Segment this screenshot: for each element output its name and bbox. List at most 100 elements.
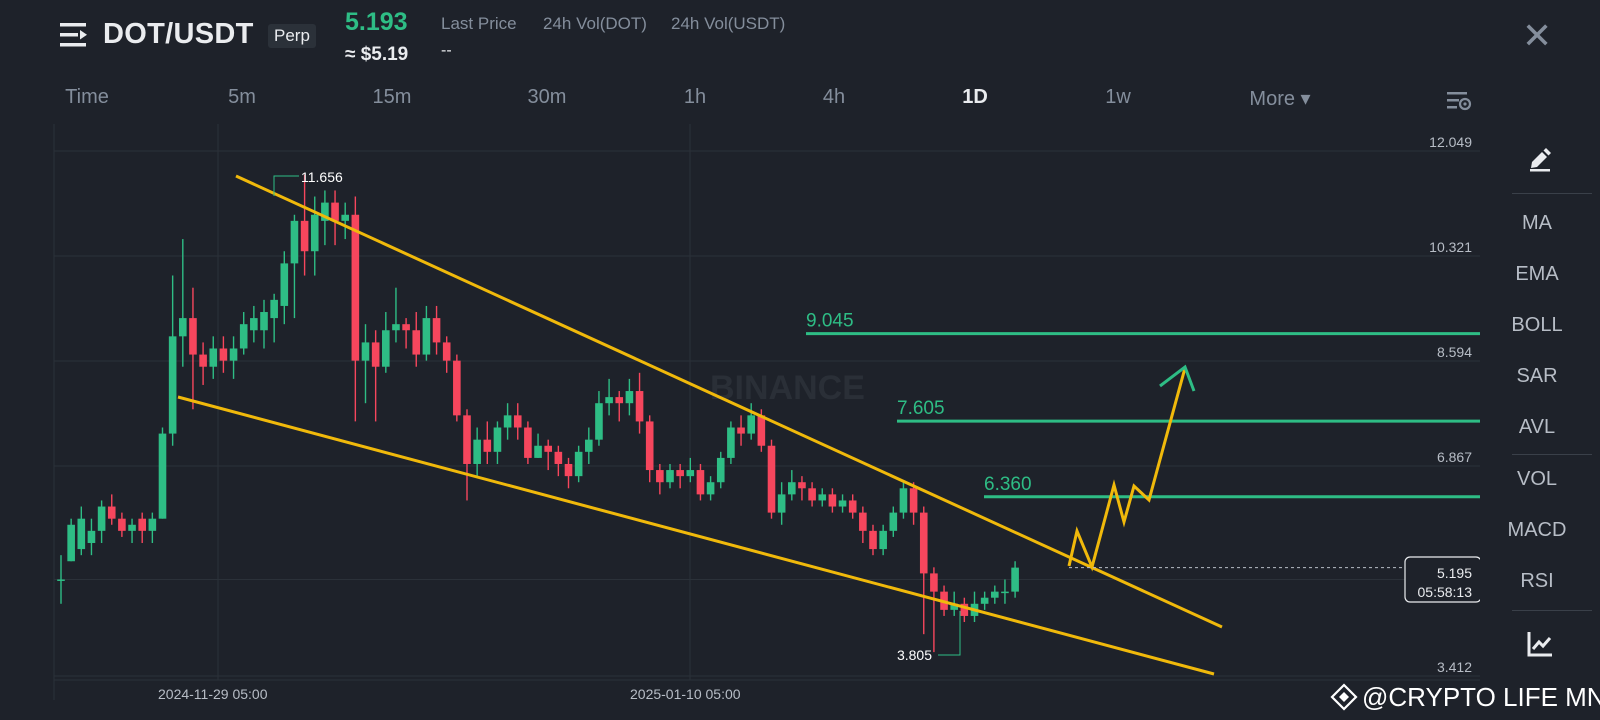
- tab-time[interactable]: Time: [65, 86, 109, 108]
- candle-body: [412, 330, 421, 355]
- candle-body: [635, 391, 644, 422]
- close-icon[interactable]: ✕: [1522, 15, 1553, 56]
- candle-body: [382, 330, 390, 367]
- current-price-label: 5.195: [1437, 565, 1472, 581]
- sidebar-item-avl[interactable]: AVL: [1518, 416, 1556, 438]
- low-marker: [938, 611, 961, 656]
- candle-body: [930, 573, 938, 592]
- candle-body: [239, 324, 248, 349]
- lower-trendline: [177, 395, 1215, 676]
- tab-1d[interactable]: 1D: [962, 86, 988, 108]
- interval-tabs: Time 5m 15m 30m 1h 4h 1D 1w More ▾: [0, 86, 1480, 116]
- candle-body: [686, 470, 695, 477]
- candle-body: [189, 318, 197, 355]
- tab-4h[interactable]: 4h: [822, 86, 846, 108]
- sidebar-item-rsi[interactable]: RSI: [1520, 570, 1554, 592]
- candle-body: [798, 482, 806, 489]
- tab-15m[interactable]: 15m: [372, 86, 412, 108]
- tab-1h[interactable]: 1h: [683, 86, 707, 108]
- candle-body: [402, 324, 410, 331]
- price-tick-label: 10.321: [1429, 239, 1472, 255]
- candle-body: [534, 445, 542, 458]
- candle-body: [331, 202, 339, 221]
- candle-body: [656, 470, 664, 483]
- candle-body: [991, 591, 999, 598]
- high-marker: [273, 175, 299, 196]
- sidebar-item-boll[interactable]: BOLL: [1511, 314, 1563, 336]
- level-label: 6.360: [984, 474, 1032, 495]
- candle-body: [645, 421, 654, 471]
- chart-watermark: BINANCE: [710, 369, 865, 407]
- sidebar-item-macd[interactable]: MACD: [1507, 519, 1567, 541]
- tab-1w[interactable]: 1w: [1105, 86, 1131, 108]
- candle-body: [442, 342, 451, 361]
- candle-body: [432, 318, 441, 343]
- level-label: 7.605: [897, 398, 945, 419]
- candle-body: [179, 318, 187, 337]
- chart-annotations: 11.656 3.805 5.195 05:58:13: [273, 169, 1480, 663]
- chart-type-icon[interactable]: [1526, 630, 1554, 658]
- candle-body: [473, 439, 481, 464]
- tab-more[interactable]: More ▾: [1249, 88, 1311, 110]
- candle-body: [879, 530, 887, 550]
- candle-body: [77, 518, 86, 550]
- candle-body: [392, 324, 400, 331]
- level-label: 9.045: [806, 311, 854, 332]
- stat-label-last-price: Last Price: [441, 14, 517, 33]
- candle-body: [148, 518, 157, 531]
- indicator-sidebar: MA EMA BOLL SAR AVL VOL MACD RSI: [1482, 140, 1592, 680]
- sidebar-item-ema[interactable]: EMA: [1515, 263, 1559, 285]
- chart-settings-icon[interactable]: [1446, 90, 1472, 112]
- candle-body: [219, 348, 228, 361]
- candlestick-series: [57, 174, 1019, 653]
- price-chart[interactable]: BINANCE 12.049 10.321 8.594 6.867 3.412 9.04…: [0, 0, 1480, 720]
- draw-pencil-icon[interactable]: [1526, 144, 1554, 172]
- sidebar-item-vol[interactable]: VOL: [1516, 468, 1558, 490]
- candle-body: [960, 603, 969, 616]
- time-label-1: 2025-01-10 05:00: [630, 686, 741, 702]
- chart-grid: [53, 124, 1480, 700]
- candle-body: [371, 342, 380, 367]
- candle-body: [788, 482, 796, 495]
- candle-body: [524, 427, 532, 458]
- candle-body: [544, 445, 552, 452]
- candle-body: [869, 530, 877, 550]
- candle-body: [696, 470, 705, 495]
- candle-body: [321, 202, 329, 221]
- candle-body: [747, 415, 755, 434]
- candle-body: [564, 463, 573, 477]
- candle-body: [57, 579, 65, 581]
- stat-value: --: [441, 42, 452, 59]
- tab-30m[interactable]: 30m: [527, 86, 567, 108]
- contract-badge: Perp: [268, 24, 316, 48]
- candle-body: [767, 445, 776, 513]
- low-label: 3.805: [897, 647, 932, 663]
- candle-body: [950, 603, 958, 610]
- candle-body: [757, 415, 766, 446]
- last-price: 5.193: [345, 8, 408, 36]
- candle-body: [209, 348, 218, 367]
- sidebar-item-ma[interactable]: MA: [1522, 212, 1552, 234]
- candle-body: [513, 415, 522, 428]
- candle-body: [909, 488, 918, 513]
- candle-body: [727, 427, 735, 458]
- candle-body: [290, 220, 299, 264]
- candle-body: [808, 488, 816, 501]
- price-tick-label: 12.049: [1429, 134, 1472, 150]
- candle-countdown: 05:58:13: [1418, 584, 1473, 600]
- target-arrowhead: [1159, 364, 1196, 392]
- projected-breakout-path: [1067, 367, 1187, 572]
- menu-icon[interactable]: [60, 22, 88, 48]
- pair-title[interactable]: DOT/USDT: [103, 18, 254, 50]
- candle-body: [351, 214, 360, 361]
- tab-5m[interactable]: 5m: [228, 86, 256, 108]
- candle-body: [199, 354, 207, 367]
- sidebar-item-sar[interactable]: SAR: [1516, 365, 1558, 387]
- candle-body: [818, 494, 827, 501]
- price-usd: ≈ $5.19: [345, 44, 409, 65]
- candle-body: [300, 220, 309, 252]
- candle-body: [463, 415, 471, 464]
- price-tick-label: 8.594: [1437, 344, 1472, 360]
- candle-body: [585, 439, 593, 452]
- candle-body: [666, 470, 674, 483]
